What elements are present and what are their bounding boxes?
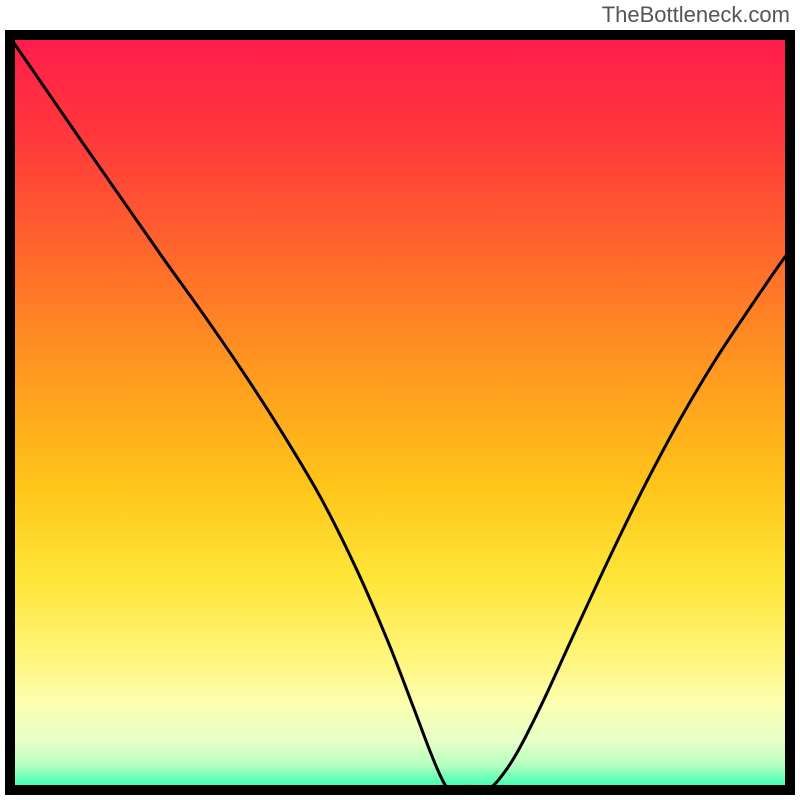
plot-area	[5, 30, 795, 795]
minimum-marker	[454, 785, 482, 795]
chart-container: TheBottleneck.com	[0, 0, 800, 800]
watermark-text: TheBottleneck.com	[602, 2, 790, 28]
bottleneck-curve	[5, 30, 795, 795]
